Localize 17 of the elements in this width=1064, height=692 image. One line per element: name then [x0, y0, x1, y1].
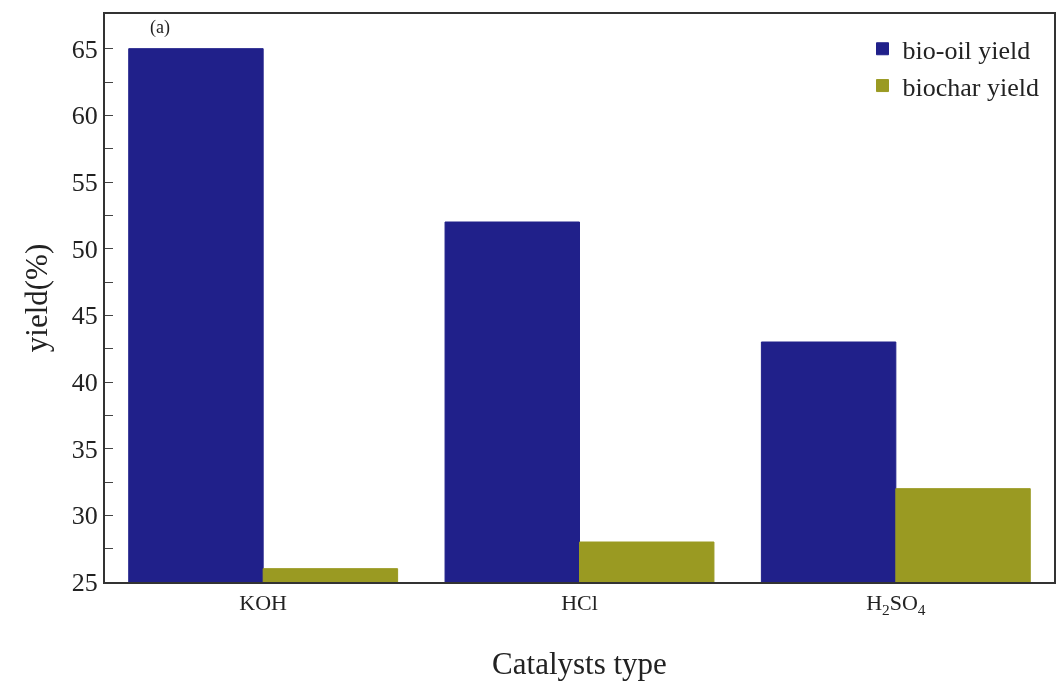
- x-tick-label: KOH: [239, 590, 288, 616]
- y-tick-label: 65: [71, 34, 98, 64]
- y-tick-label: 55: [71, 168, 98, 198]
- y-tick-label: 35: [71, 434, 98, 464]
- x-tick-label: HCl: [561, 590, 598, 616]
- y-tick-label: 30: [71, 501, 98, 531]
- annotation: (a): [150, 17, 170, 38]
- y-tick-label: 45: [71, 301, 98, 331]
- x-tick-label: H$_{2}$SO$_{4}$: [866, 590, 926, 619]
- legend-label: bio-oil yield: [902, 35, 1031, 65]
- y-tick-label: 50: [71, 234, 98, 264]
- legend-label: biochar yield: [902, 72, 1039, 102]
- y-axis-title: yield(%): [18, 243, 54, 353]
- y-tick-label: 60: [71, 101, 98, 131]
- x-axis-title: Catalysts type: [492, 645, 667, 681]
- y-tick-label: 40: [71, 368, 98, 398]
- y-tick-label: 25: [71, 568, 98, 598]
